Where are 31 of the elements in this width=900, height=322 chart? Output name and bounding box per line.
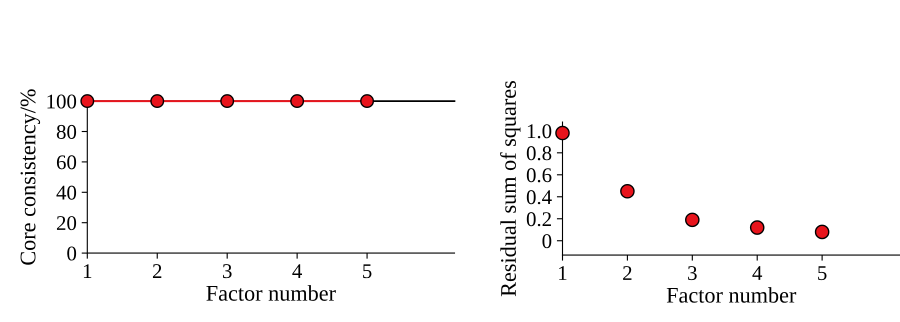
point — [750, 220, 764, 235]
y-tick-label: 80 — [56, 124, 76, 139]
y-tick-label: 0 — [67, 246, 76, 261]
point — [814, 224, 830, 240]
y-tick-label: 0 — [542, 234, 552, 248]
y-tick-label: 100 — [47, 94, 76, 109]
x-tick-label: 3 — [688, 266, 697, 280]
y-tick-label: 1.0 — [528, 124, 552, 138]
y-axis-title: Residual sum of squares — [500, 81, 520, 296]
point — [620, 184, 635, 199]
x-tick-label: 3 — [222, 264, 232, 278]
point — [555, 126, 570, 140]
x-axis-title: Factor number — [666, 287, 796, 303]
y-tick-label: 0.4 — [526, 190, 552, 204]
y-tick-label: 0.6 — [526, 168, 552, 182]
x-tick-label: 4 — [292, 264, 302, 278]
y-tick-label: 60 — [56, 155, 76, 170]
y-tick-label: 0.2 — [526, 212, 551, 226]
x-tick-label: 2 — [623, 266, 632, 280]
y-tick-label: 20 — [56, 216, 76, 230]
y-tick-label: 0.8 — [526, 146, 552, 160]
x-axis-title: Factor number — [206, 285, 336, 301]
x-tick-label: 1 — [84, 264, 92, 278]
point — [685, 212, 700, 228]
x-tick-label: 5 — [818, 266, 827, 280]
x-tick-label: 5 — [363, 264, 372, 278]
y-tick-label: 40 — [56, 186, 76, 200]
x-tick-label: 1 — [559, 266, 566, 280]
x-tick-label: 2 — [152, 264, 162, 278]
x-tick-label: 4 — [752, 266, 762, 280]
y-axis-title: Core consistency/% — [20, 89, 40, 265]
